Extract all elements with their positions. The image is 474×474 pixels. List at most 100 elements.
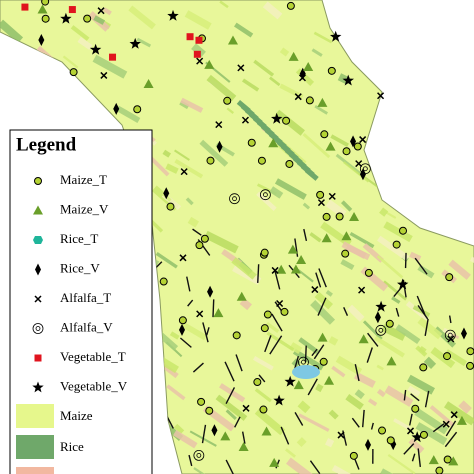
land-patch bbox=[184, 10, 212, 30]
maize-t bbox=[263, 310, 272, 319]
land-patch bbox=[453, 208, 473, 228]
land-patch bbox=[428, 26, 444, 41]
alfalfa-t bbox=[355, 160, 363, 168]
land-patch bbox=[274, 109, 305, 136]
land-patch bbox=[444, 401, 474, 426]
rice-v bbox=[460, 327, 467, 340]
land-patch bbox=[460, 53, 474, 73]
maize-v bbox=[227, 35, 238, 45]
rice-v bbox=[359, 168, 366, 181]
legend-label: Rice bbox=[60, 439, 84, 454]
rice-v bbox=[163, 187, 170, 200]
land-patch bbox=[335, 355, 363, 376]
maize-t bbox=[443, 352, 452, 361]
maize-t bbox=[69, 68, 78, 77]
land-patch bbox=[331, 464, 363, 474]
maize-t bbox=[232, 331, 241, 340]
land-patch bbox=[193, 467, 207, 474]
land-patch bbox=[331, 365, 346, 378]
canal bbox=[269, 335, 283, 355]
land-patch bbox=[4, 107, 26, 126]
land-patch bbox=[226, 107, 235, 114]
land-patch bbox=[462, 96, 470, 103]
land-patch bbox=[407, 385, 421, 397]
maize-t bbox=[280, 307, 289, 316]
land-patch bbox=[450, 11, 474, 36]
canal bbox=[424, 390, 430, 408]
canal bbox=[343, 307, 349, 316]
legend-label: Maize_V bbox=[60, 201, 109, 216]
land-patch bbox=[53, 105, 72, 119]
maize-v bbox=[236, 291, 247, 301]
land-patch bbox=[429, 115, 450, 133]
alfalfa-v bbox=[232, 196, 237, 202]
canal bbox=[313, 344, 325, 360]
land-patch bbox=[384, 114, 403, 128]
maize-t bbox=[223, 96, 232, 105]
maize-t bbox=[419, 430, 428, 439]
alfalfa-t bbox=[237, 64, 245, 72]
land-patch bbox=[315, 383, 324, 393]
land-patch bbox=[415, 422, 448, 446]
alfalfa-t bbox=[328, 192, 336, 200]
canal bbox=[264, 335, 272, 353]
maize-t bbox=[41, 0, 50, 6]
land-patch bbox=[169, 331, 180, 340]
alfalfa-t bbox=[100, 71, 108, 79]
canal bbox=[416, 295, 426, 315]
maize-t bbox=[411, 404, 420, 413]
land-patch bbox=[444, 349, 468, 367]
maize-t bbox=[398, 226, 407, 235]
maize-t bbox=[385, 319, 394, 328]
land-patch bbox=[383, 221, 413, 243]
alfalfa-t bbox=[180, 168, 188, 176]
vegetable-t bbox=[109, 53, 117, 61]
legend-swatch bbox=[16, 435, 54, 459]
canal bbox=[192, 228, 202, 236]
canal bbox=[411, 453, 416, 462]
canal bbox=[317, 297, 327, 316]
maize-t bbox=[386, 436, 395, 445]
land-patch bbox=[298, 413, 330, 432]
maize-t bbox=[435, 466, 444, 474]
maize-t bbox=[286, 1, 295, 10]
legend-swatch bbox=[16, 467, 54, 474]
alfalfa-t bbox=[311, 286, 319, 294]
lake bbox=[292, 365, 320, 379]
land-patch bbox=[325, 290, 333, 297]
canal bbox=[234, 416, 241, 428]
canal bbox=[224, 361, 235, 382]
land-patch bbox=[254, 388, 272, 403]
vegetable-t bbox=[34, 354, 42, 362]
canal bbox=[257, 264, 260, 283]
canal bbox=[294, 238, 299, 257]
land-patch bbox=[77, 37, 93, 50]
land-patch bbox=[3, 117, 13, 124]
canal bbox=[361, 409, 365, 428]
land-patch bbox=[379, 207, 389, 217]
maize-v bbox=[37, 4, 48, 14]
land-patch bbox=[397, 167, 407, 175]
alfalfa-t bbox=[196, 57, 204, 65]
canal bbox=[367, 332, 379, 347]
canal bbox=[271, 313, 283, 332]
land-patch bbox=[381, 323, 406, 341]
canal bbox=[235, 354, 243, 372]
land-patch bbox=[128, 5, 156, 30]
alfalfa-v bbox=[301, 359, 306, 365]
land-patch bbox=[62, 55, 79, 69]
land-patch bbox=[412, 66, 435, 84]
maize-t bbox=[364, 268, 373, 277]
maize-t bbox=[247, 138, 256, 147]
maize-v bbox=[261, 426, 272, 436]
maize-t bbox=[378, 426, 387, 435]
alfalfa-v bbox=[378, 327, 384, 333]
land-patch bbox=[340, 259, 355, 271]
land-patch bbox=[180, 321, 207, 341]
land-patch bbox=[155, 252, 178, 269]
alfalfa-t bbox=[358, 286, 366, 294]
canal bbox=[410, 393, 420, 402]
canal bbox=[444, 431, 458, 448]
canal bbox=[307, 378, 318, 396]
maize-v bbox=[276, 264, 287, 274]
